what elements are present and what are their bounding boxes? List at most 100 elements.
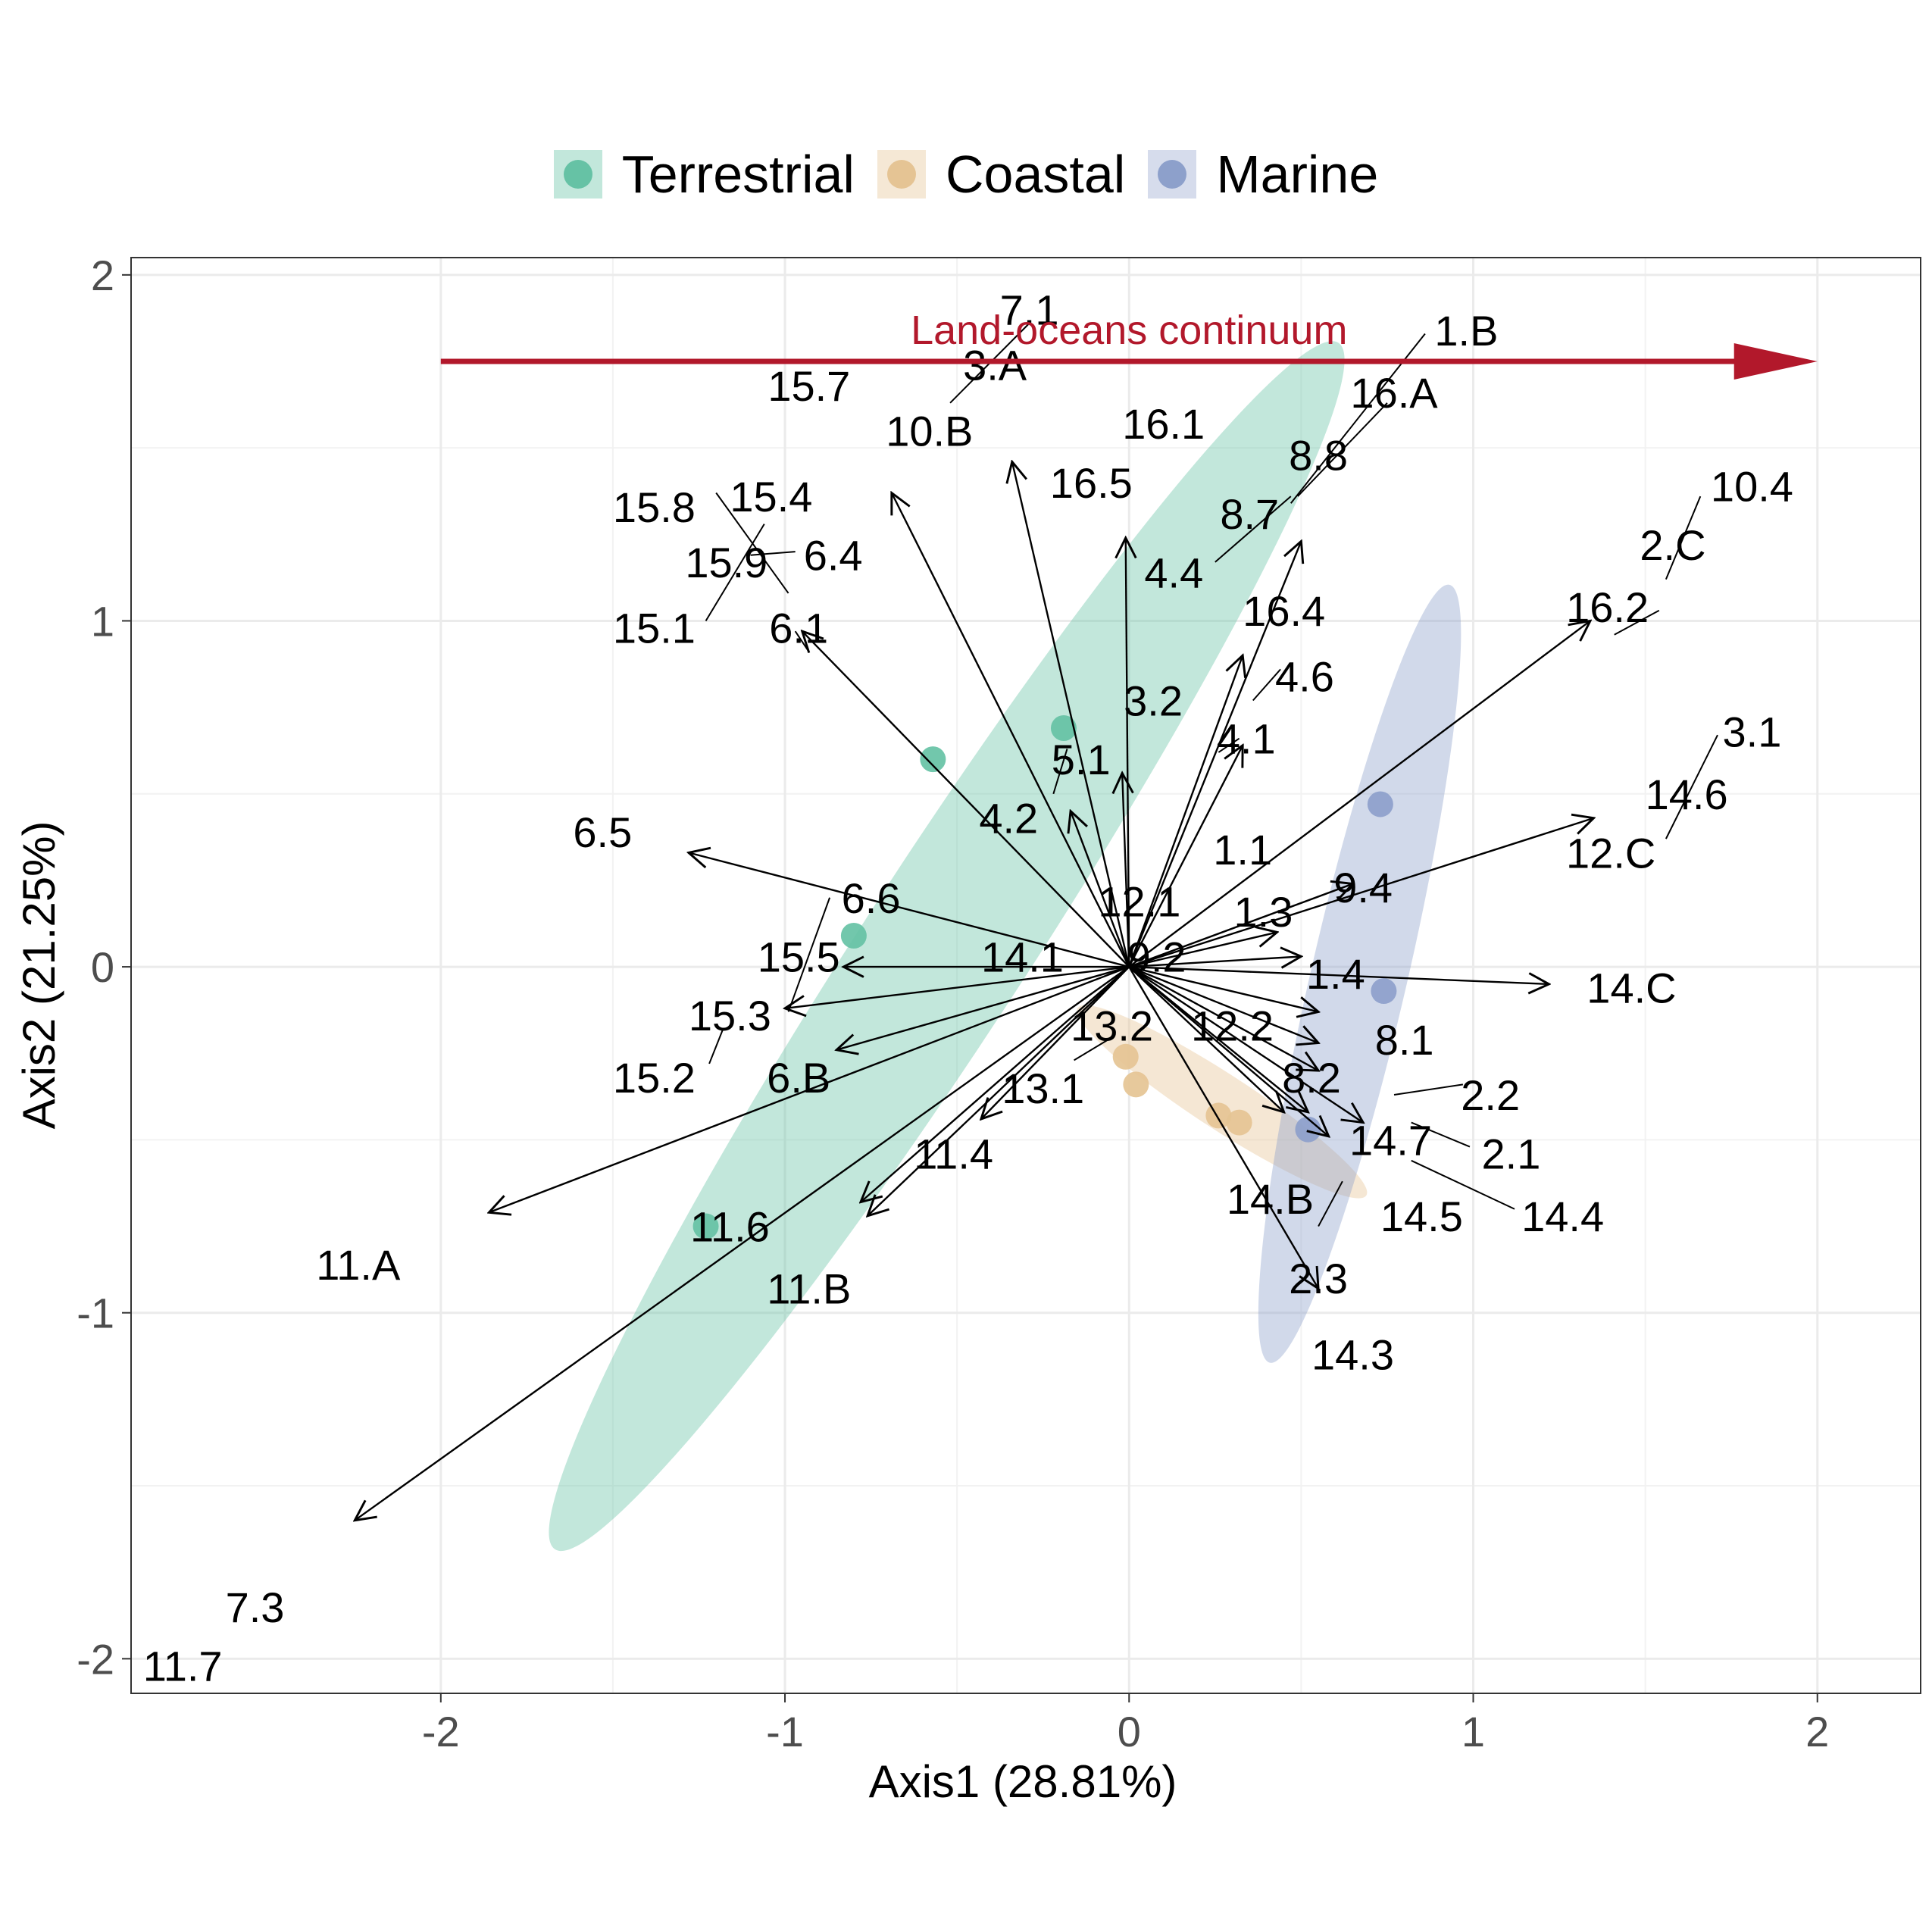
y-tick-label: -2	[77, 1635, 114, 1683]
variable-label: 16.4	[1243, 587, 1325, 635]
ellipse-terrestrial	[549, 341, 1345, 1552]
variable-label: 11.B	[767, 1265, 851, 1313]
axis-layer: -2 -1 0 1 2 -2 -1 0 1 2	[77, 252, 1829, 1755]
variable-label: 1.3	[1233, 888, 1293, 936]
label-leader-line	[1218, 737, 1240, 753]
variable-label: 4.4	[1144, 549, 1203, 597]
variable-label: 13.2	[1071, 1002, 1153, 1050]
variable-label: 12.C	[1566, 829, 1655, 877]
legend-label-coastal: Coastal	[945, 145, 1126, 204]
loading-arrow	[836, 965, 1130, 1050]
loading-arrow	[1122, 773, 1129, 968]
variable-label: 1.4	[1306, 950, 1365, 998]
grid-layer	[131, 258, 1921, 1693]
loading-arrow	[1012, 461, 1130, 968]
variable-label: 11.4	[914, 1130, 993, 1178]
label-leader-line	[1215, 496, 1292, 563]
chart-legend: Terrestrial Coastal Marine	[0, 136, 1932, 212]
point-layer	[692, 715, 1397, 1240]
label-leader-line	[1074, 1039, 1109, 1061]
variable-label: 2.2	[1461, 1071, 1520, 1119]
variable-label: 3.1	[1722, 708, 1781, 756]
label-leader-line	[708, 1028, 724, 1064]
variable-label: 14.B	[1227, 1175, 1314, 1223]
loading-arrow	[1128, 965, 1318, 1043]
loading-arrow	[1129, 965, 1549, 984]
loading-arrow	[489, 965, 1130, 1212]
loading-arrow	[981, 966, 1130, 1119]
legend-item-marine: Marine	[1148, 144, 1378, 205]
ellipse-marine	[1258, 584, 1462, 1363]
variable-label: 6.4	[804, 532, 863, 580]
variable-label: 6.5	[573, 808, 632, 856]
loading-arrow	[1128, 883, 1352, 968]
variable-label: 11.6	[690, 1203, 770, 1251]
x-tick-label: 2	[1805, 1708, 1829, 1755]
ellipse-coastal	[1077, 1005, 1368, 1199]
variable-label: 15.3	[689, 992, 771, 1039]
variable-label: 5.1	[1052, 736, 1111, 783]
loading-arrow	[1128, 965, 1318, 1011]
variable-label: 9.4	[1333, 864, 1393, 911]
variable-label: 14.1	[981, 933, 1064, 980]
arrow-layer	[355, 461, 1593, 1520]
label-leader-line	[750, 551, 796, 556]
legend-label-terrestrial: Terrestrial	[621, 145, 855, 204]
loading-arrow	[1128, 621, 1590, 968]
label-layer: 7.1 1.B 3.A 15.7 16.A 10.B 16.1 8.8 16.5 10.4 15.8…	[143, 286, 1793, 1690]
y-tick-label: 0	[91, 943, 114, 991]
loading-arrow	[355, 966, 1130, 1521]
legend-item-coastal: Coastal	[877, 144, 1125, 205]
variable-label: 14.3	[1311, 1331, 1394, 1379]
variable-label: 8.8	[1289, 431, 1348, 479]
variable-label: 6.1	[769, 605, 828, 652]
variable-label: 4.2	[979, 795, 1038, 843]
label-leader-line	[1614, 609, 1660, 636]
variable-label: 11.A	[316, 1241, 401, 1289]
variable-label: 14.6	[1646, 771, 1728, 818]
variable-label: 16.A	[1350, 369, 1438, 417]
continuum-arrow-head	[1733, 342, 1818, 380]
panel-background	[131, 258, 1921, 1693]
label-leader-line	[1252, 668, 1281, 702]
loading-arrow	[1128, 818, 1593, 968]
y-tick-label: -1	[77, 1290, 114, 1337]
label-leader-line	[1665, 734, 1718, 839]
label-leader-line	[1393, 1083, 1464, 1096]
variable-label: 7.3	[226, 1583, 285, 1631]
loading-arrow	[1128, 541, 1301, 968]
label-leader-line	[1665, 496, 1702, 580]
legend-key-marine	[1148, 150, 1197, 199]
point-coastal	[1112, 1043, 1139, 1070]
variable-label: 1.1	[1213, 826, 1272, 874]
variable-label: 6.6	[842, 874, 901, 922]
x-tick-label: 1	[1462, 1708, 1485, 1755]
ellipse-layer	[549, 341, 1462, 1552]
legend-key-coastal	[877, 150, 926, 199]
variable-label: 4.6	[1275, 653, 1334, 701]
x-axis-title: Axis1 (28.81%)	[869, 1756, 1177, 1807]
variable-label: 1.B	[1434, 307, 1498, 355]
loading-arrow	[1126, 538, 1130, 968]
point-marine	[1367, 791, 1393, 818]
variable-label: 14.7	[1349, 1116, 1432, 1164]
legend-label-marine: Marine	[1216, 145, 1379, 204]
label-leader-line	[1411, 1159, 1515, 1210]
point-coastal	[1123, 1071, 1149, 1098]
label-leader-line	[794, 630, 810, 653]
variable-label: 14.C	[1587, 964, 1676, 1011]
variable-label: 14.5	[1380, 1193, 1463, 1240]
loading-arrow	[1129, 956, 1301, 967]
variable-label: 2.1	[1482, 1130, 1541, 1178]
y-axis-title: Axis2 (21.25%)	[14, 821, 64, 1130]
legend-key-terrestrial	[553, 150, 602, 199]
point-terrestrial	[840, 922, 867, 949]
loading-arrow	[802, 631, 1130, 968]
y-tick-label: 1	[91, 597, 114, 645]
legend-item-terrestrial: Terrestrial	[553, 144, 855, 205]
variable-label: 4.1	[1217, 715, 1276, 763]
x-tick-label: -2	[422, 1708, 460, 1755]
point-terrestrial	[920, 746, 946, 773]
variable-label: 9.2	[1127, 933, 1186, 980]
variable-label: 10.B	[886, 407, 973, 455]
